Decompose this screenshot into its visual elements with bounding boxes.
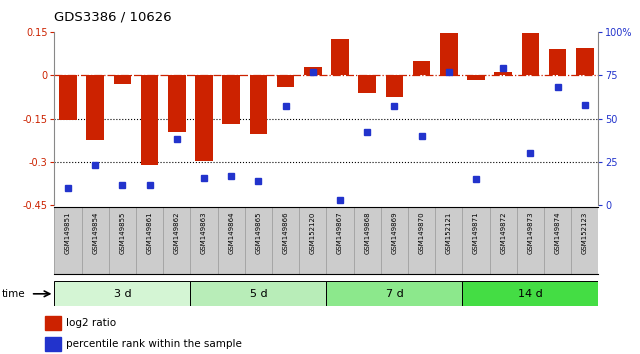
Bar	[222, 75, 240, 124]
Text: time: time	[2, 289, 26, 299]
Text: GSM149851: GSM149851	[65, 212, 71, 254]
Bar	[45, 316, 61, 330]
Bar	[195, 75, 213, 160]
FancyBboxPatch shape	[326, 281, 463, 306]
Text: GDS3386 / 10626: GDS3386 / 10626	[54, 11, 172, 24]
Text: GSM149873: GSM149873	[527, 212, 533, 255]
FancyBboxPatch shape	[463, 281, 598, 306]
Bar	[250, 75, 268, 135]
Text: GSM149855: GSM149855	[120, 212, 125, 254]
Bar	[548, 49, 566, 75]
Bar	[141, 75, 159, 165]
Bar	[494, 72, 512, 75]
Text: 14 d: 14 d	[518, 289, 543, 299]
Text: GSM149864: GSM149864	[228, 212, 234, 254]
Bar	[522, 33, 540, 75]
Text: GSM152120: GSM152120	[310, 212, 316, 254]
Text: GSM149865: GSM149865	[255, 212, 261, 254]
Bar	[113, 75, 131, 84]
Text: GSM149854: GSM149854	[92, 212, 98, 254]
Text: GSM149863: GSM149863	[201, 212, 207, 255]
Bar	[413, 61, 431, 75]
Text: GSM149871: GSM149871	[473, 212, 479, 255]
Text: GSM149862: GSM149862	[174, 212, 180, 254]
Text: GSM152121: GSM152121	[446, 212, 452, 254]
Bar	[304, 67, 322, 75]
Bar	[440, 33, 458, 75]
Bar	[331, 39, 349, 75]
Text: GSM149868: GSM149868	[364, 212, 370, 255]
Bar	[576, 48, 594, 75]
Text: 5 d: 5 d	[250, 289, 268, 299]
Text: GSM149869: GSM149869	[392, 212, 397, 255]
Text: percentile rank within the sample: percentile rank within the sample	[66, 339, 242, 349]
Text: GSM149870: GSM149870	[419, 212, 424, 255]
Bar	[45, 337, 61, 351]
Text: GSM149874: GSM149874	[555, 212, 561, 254]
FancyBboxPatch shape	[191, 281, 326, 306]
Text: GSM152123: GSM152123	[582, 212, 588, 254]
FancyBboxPatch shape	[54, 281, 191, 306]
Bar	[59, 75, 77, 120]
Text: GSM149861: GSM149861	[147, 212, 152, 255]
Bar	[168, 75, 186, 132]
Text: GSM149866: GSM149866	[283, 212, 289, 255]
Bar	[358, 75, 376, 93]
Text: GSM149867: GSM149867	[337, 212, 343, 255]
Text: GSM149872: GSM149872	[500, 212, 506, 254]
Text: 3 d: 3 d	[113, 289, 131, 299]
Bar	[86, 75, 104, 140]
Bar	[467, 75, 485, 80]
Text: 7 d: 7 d	[385, 289, 403, 299]
Bar	[276, 75, 294, 87]
Bar	[385, 75, 403, 97]
Text: log2 ratio: log2 ratio	[66, 318, 116, 328]
